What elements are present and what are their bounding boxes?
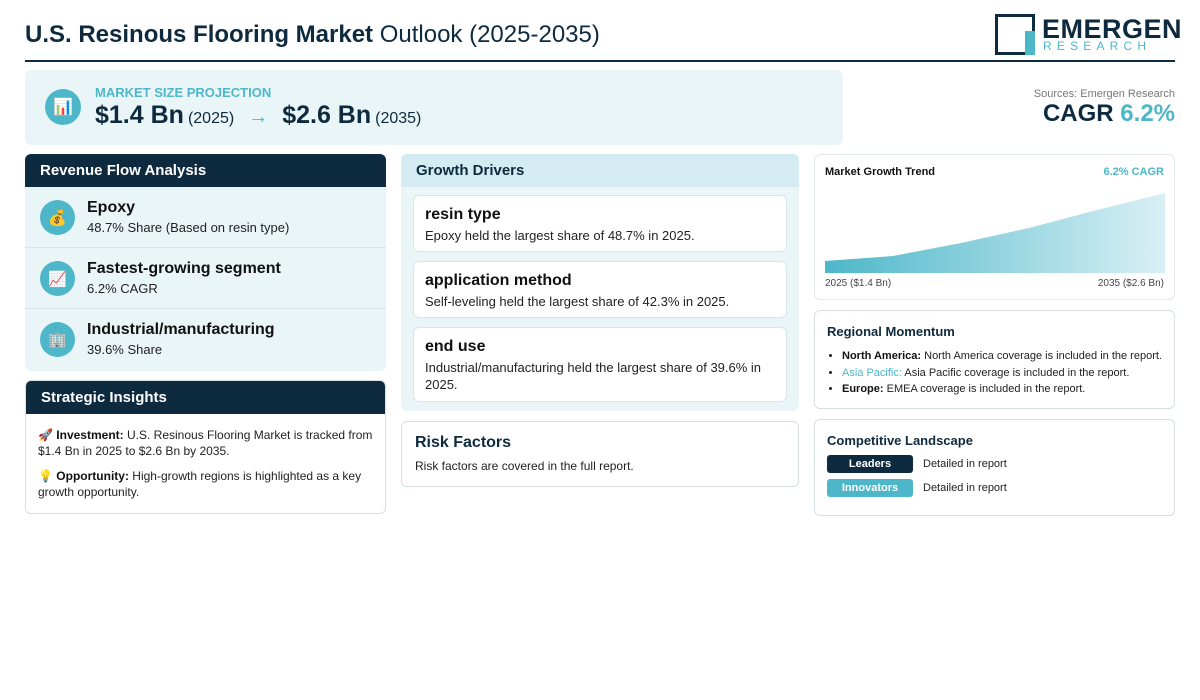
- cagr-label: CAGR: [1042, 100, 1114, 127]
- driver-heading: end use: [425, 338, 486, 355]
- region-text: North America coverage is included in th…: [924, 350, 1162, 362]
- insight-label: Investment:: [56, 428, 124, 442]
- regional-momentum-title: Regional Momentum: [827, 324, 955, 339]
- lightbulb-icon: 💡: [38, 469, 53, 483]
- projection-start-value: $1.4 Bn: [95, 101, 184, 129]
- driver-card: application method Self-leveling held th…: [413, 261, 787, 318]
- trend-cagr: 6.2% CAGR: [1103, 166, 1164, 178]
- insight-label: Opportunity:: [56, 469, 129, 483]
- projection-start-year: (2025): [187, 110, 235, 127]
- insight-text: U.S. Resinous Flooring Market is tracked…: [38, 428, 373, 458]
- revenue-item-subtitle: 39.6% Share: [87, 342, 163, 357]
- growth-drivers-panel: Growth Drivers resin type Epoxy held the…: [401, 154, 799, 411]
- rocket-icon: 🚀: [38, 428, 53, 442]
- revenue-item-title: Fastest-growing segment: [87, 260, 281, 277]
- bar-chart-icon: 📊: [45, 89, 81, 125]
- cagr-value: 6.2%: [1120, 100, 1175, 127]
- logo: EMERGEN RESEARCH: [995, 14, 1182, 56]
- projection-label: MARKET SIZE PROJECTION: [95, 85, 272, 100]
- driver-text: Epoxy held the largest share of 48.7% in…: [425, 228, 695, 243]
- growth-drivers-title: Growth Drivers: [401, 154, 799, 187]
- cagr-summary: CAGR 6.2%: [1043, 100, 1175, 128]
- logo-sub-text: RESEARCH: [1043, 39, 1152, 53]
- projection-values: $1.4 Bn (2025) → $2.6 Bn (2035): [95, 101, 421, 130]
- header: U.S. Resinous Flooring Market Outlook (2…: [25, 14, 1182, 62]
- list-item: Asia Pacific: Asia Pacific coverage is i…: [842, 365, 1168, 382]
- driver-heading: application method: [425, 272, 572, 289]
- revenue-item-title: Epoxy: [87, 199, 136, 216]
- page-title: U.S. Resinous Flooring Market Outlook (2…: [25, 21, 600, 49]
- market-size-projection: 📊 MARKET SIZE PROJECTION $1.4 Bn (2025) → $…: [25, 70, 843, 145]
- competitive-landscape-title: Competitive Landscape: [827, 433, 973, 448]
- building-icon: 🏢: [40, 322, 75, 357]
- insight-text: High-growth regions is highlighted as a …: [38, 469, 362, 499]
- strategic-insights-panel: Strategic Insights 🚀 Investment: U.S. Re…: [25, 380, 386, 514]
- driver-heading: resin type: [425, 206, 501, 223]
- driver-text: Industrial/manufacturing held the larges…: [425, 360, 762, 392]
- trend-title: Market Growth Trend: [825, 166, 936, 178]
- driver-card: end use Industrial/manufacturing held th…: [413, 327, 787, 402]
- insight-item: 🚀 Investment: U.S. Resinous Flooring Mar…: [38, 427, 373, 459]
- revenue-item-subtitle: 48.7% Share (Based on resin type): [87, 220, 290, 235]
- projection-end-year: (2035): [375, 110, 422, 127]
- trend-end-label: 2035 ($2.6 Bn): [1097, 278, 1164, 289]
- revenue-flow-title: Revenue Flow Analysis: [25, 154, 386, 187]
- region-name: Asia Pacific:: [842, 366, 902, 379]
- arrow-right-icon: →: [248, 106, 269, 128]
- innovators-text: Detailed in report: [923, 482, 1007, 494]
- revenue-item: 📈 Fastest-growing segment 6.2% CAGR: [25, 248, 386, 309]
- sources-text: Sources: Emergen Research: [1033, 88, 1175, 100]
- risk-factors-text: Risk factors are covered in the full rep…: [415, 459, 634, 473]
- projection-end-value: $2.6 Bn: [282, 101, 372, 129]
- list-item: Europe: EMEA coverage is included in the…: [842, 381, 1168, 398]
- region-text: EMEA coverage is included in the report.: [886, 383, 1086, 395]
- regional-momentum-panel: Regional Momentum North America: North A…: [814, 310, 1175, 409]
- market-growth-trend-panel: Market Growth Trend 6.2% CAGR 2025 ($1.4…: [814, 154, 1175, 300]
- region-name: Europe:: [842, 383, 884, 395]
- leaders-text: Detailed in report: [923, 458, 1007, 470]
- trend-start-label: 2025 ($1.4 Bn): [825, 278, 892, 289]
- driver-text: Self-leveling held the largest share of …: [425, 294, 730, 309]
- revenue-item-title: Industrial/manufacturing: [87, 321, 275, 338]
- region-name: North America:: [842, 350, 922, 362]
- logo-mark-icon: [995, 14, 1035, 55]
- logo-main-text: EMERGEN: [1042, 14, 1183, 44]
- revenue-item-subtitle: 6.2% CAGR: [87, 281, 158, 296]
- leaders-badge: Leaders: [827, 455, 913, 473]
- competitive-landscape-panel: Competitive Landscape Leaders Detailed i…: [814, 419, 1175, 516]
- strategic-insights-title: Strategic Insights: [26, 381, 385, 414]
- insight-item: 💡 Opportunity: High-growth regions is hi…: [38, 468, 373, 500]
- list-item: North America: North America coverage is…: [842, 348, 1168, 365]
- revenue-flow-panel: Revenue Flow Analysis 💰 Epoxy 48.7% Shar…: [25, 154, 386, 371]
- trend-area: [825, 193, 1165, 273]
- page-title-rest: Outlook (2025-2035): [373, 21, 600, 48]
- risk-factors-title: Risk Factors: [415, 434, 512, 451]
- revenue-item: 🏢 Industrial/manufacturing 39.6% Share: [25, 309, 386, 370]
- revenue-item: 💰 Epoxy 48.7% Share (Based on resin type…: [25, 187, 386, 248]
- money-bag-icon: 💰: [40, 200, 75, 235]
- trend-area-chart: [825, 193, 1165, 273]
- page-title-bold: U.S. Resinous Flooring Market: [25, 21, 374, 48]
- innovators-badge: Innovators: [827, 479, 913, 497]
- driver-card: resin type Epoxy held the largest share …: [413, 195, 787, 252]
- trending-up-icon: 📈: [40, 261, 75, 296]
- regional-list: North America: North America coverage is…: [842, 348, 1168, 398]
- risk-factors-panel: Risk Factors Risk factors are covered in…: [401, 421, 799, 487]
- region-text: Asia Pacific coverage is included in the…: [904, 366, 1130, 379]
